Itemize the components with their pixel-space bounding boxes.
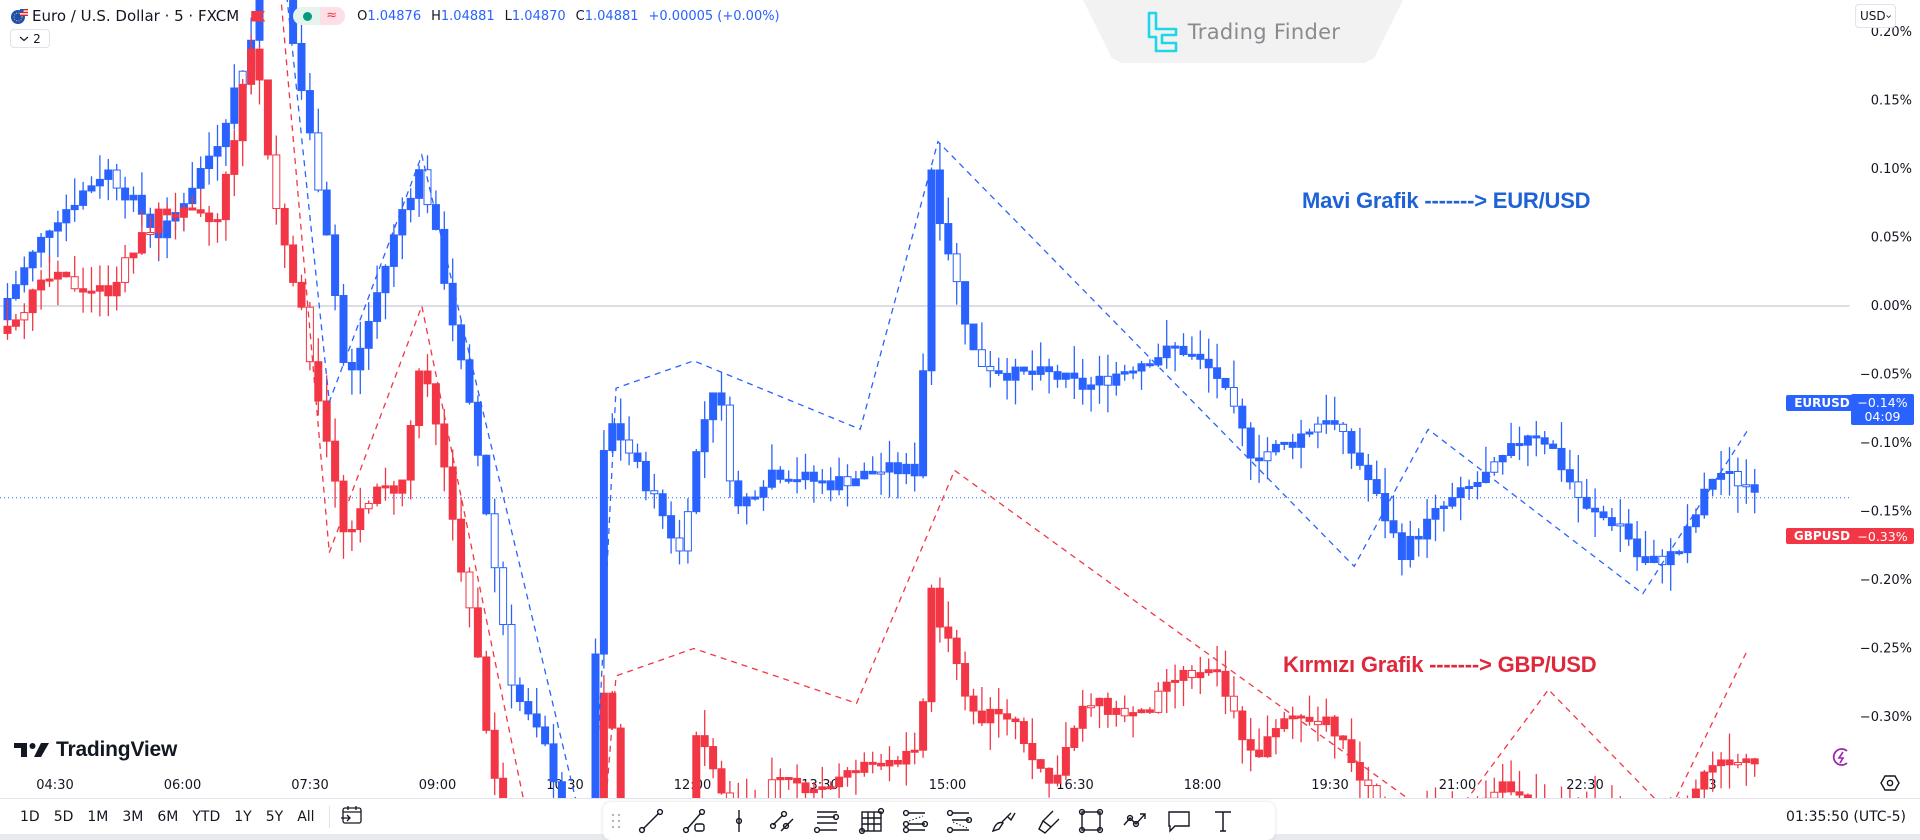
brush-tool-icon[interactable] <box>985 806 1021 836</box>
eur-usd-flag-icon <box>10 8 28 24</box>
y-axis-label: 0.00% <box>1871 299 1912 314</box>
rectangle-tool-icon[interactable] <box>1073 806 1109 836</box>
range-5d[interactable]: 5D <box>53 809 74 825</box>
y-axis-label: 0.20% <box>1871 25 1912 40</box>
high-value: 1.04881 <box>440 8 495 24</box>
delayed-data-icon: ≈ <box>320 7 346 25</box>
parallel-channel-tool-icon[interactable] <box>765 806 801 836</box>
range-all[interactable]: All <box>297 809 315 825</box>
range-ytd[interactable]: YTD <box>192 809 221 825</box>
y-axis-label: 0.15% <box>1871 94 1912 109</box>
chart-canvas[interactable]: 0.20% 0.15% 0.10% 0.05% 0.00% −0.05% −0.10% −0.… <box>0 0 1920 798</box>
text-tool-icon[interactable] <box>1205 806 1241 836</box>
y-axis-label: −0.05% <box>1860 368 1912 383</box>
gbpusd-price-tag: −0.33% <box>1851 528 1914 544</box>
open-label: O <box>357 8 368 24</box>
y-axis-label: 0.05% <box>1871 231 1912 246</box>
lightning-icon[interactable] <box>1830 746 1852 768</box>
x-axis-label: 18:00 <box>1184 778 1221 793</box>
range-1m[interactable]: 1M <box>87 809 109 825</box>
trading-finder-watermark: Trading Finder <box>1083 0 1403 63</box>
collapse-indicators-button[interactable]: 2 <box>10 29 50 48</box>
currency-dropdown[interactable]: USD <box>1855 4 1896 28</box>
indicator-count: 2 <box>33 31 41 46</box>
vertical-line-tool-icon[interactable] <box>721 806 757 836</box>
symbol-legend: Euro / U.S. Dollar · 5 · FXCM ≈ O1.04876… <box>10 6 780 26</box>
go-to-date-icon[interactable] <box>340 805 364 829</box>
x-axis-label: 04:30 <box>36 778 73 793</box>
currency-value: USD <box>1860 9 1886 23</box>
tradingview-name: TradingView <box>56 738 178 761</box>
x-axis-label: 07:30 <box>291 778 328 793</box>
eurusd-price-tag: −0.14% 04:09 <box>1851 394 1914 425</box>
divider <box>328 806 330 828</box>
gbpusd-series-tag: GBPUSD <box>1786 528 1858 544</box>
range-1d[interactable]: 1D <box>20 809 40 825</box>
drawing-toolbar <box>603 802 1275 840</box>
eurusd-last-value: −0.14% <box>1857 394 1908 410</box>
tradingview-logo-icon <box>14 743 49 757</box>
x-axis-label: 09:00 <box>419 778 456 793</box>
market-open-icon <box>303 11 313 21</box>
path-tool-icon[interactable] <box>1117 806 1153 836</box>
fib-extension-tool-icon[interactable] <box>941 806 977 836</box>
y-axis-label: −0.25% <box>1860 642 1912 657</box>
low-value: 1.04870 <box>511 8 566 24</box>
range-5y[interactable]: 5Y <box>265 809 284 825</box>
x-axis-label: 21:00 <box>1439 778 1476 793</box>
zigzag-gbpusd <box>280 0 1749 798</box>
gann-grid-tool-icon[interactable] <box>853 806 889 836</box>
candles-gbpusd <box>3 34 1759 798</box>
tradingview-logo[interactable]: TradingView <box>14 738 177 762</box>
clock-display[interactable]: 01:35:50 (UTC-5) <box>1786 809 1906 825</box>
drag-handle-icon[interactable] <box>609 811 623 831</box>
y-axis-label: 0.10% <box>1871 162 1912 177</box>
bar-countdown: 04:09 <box>1864 408 1901 424</box>
gbpusd-annotation: Kırmızı Grafik -------> GBP/USD <box>1283 652 1597 677</box>
trading-finder-name: Trading Finder <box>1187 19 1341 44</box>
zigzag-eurusd <box>286 0 1749 798</box>
x-axis-label: 06:00 <box>164 778 201 793</box>
chart-settings-icon[interactable] <box>1880 774 1900 792</box>
chevron-down-icon <box>19 36 29 41</box>
low-label: L <box>504 8 512 24</box>
chevron-down-icon <box>1886 14 1891 18</box>
x-axis-label: 19:30 <box>1311 778 1348 793</box>
y-axis-label: −0.20% <box>1860 573 1912 588</box>
trend-line-tool-icon[interactable] <box>633 806 669 836</box>
ohlc-values: O1.04876 H1.04881 L1.04870 C1.04881 +0.0… <box>357 9 780 24</box>
range-6m[interactable]: 6M <box>157 809 179 825</box>
horizontal-lines-tool-icon[interactable] <box>809 806 845 836</box>
eurusd-series-tag: EURUSD <box>1786 395 1858 411</box>
range-3m[interactable]: 3M <box>122 809 144 825</box>
close-value: 1.04881 <box>584 8 639 24</box>
open-value: 1.04876 <box>367 8 422 24</box>
y-axis-label: −0.15% <box>1860 505 1912 520</box>
market-status-pill[interactable]: ≈ <box>293 7 346 25</box>
x-axis-label: 22:30 <box>1566 778 1603 793</box>
symbol-title[interactable]: Euro / U.S. Dollar · 5 · FXCM <box>32 7 240 25</box>
ray-tool-icon[interactable] <box>677 806 713 836</box>
highlighter-tool-icon[interactable] <box>1029 806 1065 836</box>
x-axis-label: 16:30 <box>1056 778 1093 793</box>
trading-finder-logo-icon <box>1147 11 1178 52</box>
y-axis-label: −0.30% <box>1860 710 1912 725</box>
y-axis-label: −0.10% <box>1860 436 1912 451</box>
candles-eurusd <box>3 0 1759 798</box>
high-label: H <box>431 8 441 24</box>
close-label: C <box>575 8 585 24</box>
fib-retracement-tool-icon[interactable] <box>897 806 933 836</box>
eurusd-annotation: Mavi Grafik -------> EUR/USD <box>1302 188 1591 213</box>
x-axis-label: 15:00 <box>929 778 966 793</box>
flag-marker-icon[interactable] <box>251 10 266 22</box>
callout-tool-icon[interactable] <box>1161 806 1197 836</box>
range-1y[interactable]: 1Y <box>234 809 252 825</box>
date-range-selector: 1D 5D 1M 3M 6M YTD 1Y 5Y All <box>14 799 364 835</box>
change-value: +0.00005 (+0.00%) <box>648 8 780 24</box>
